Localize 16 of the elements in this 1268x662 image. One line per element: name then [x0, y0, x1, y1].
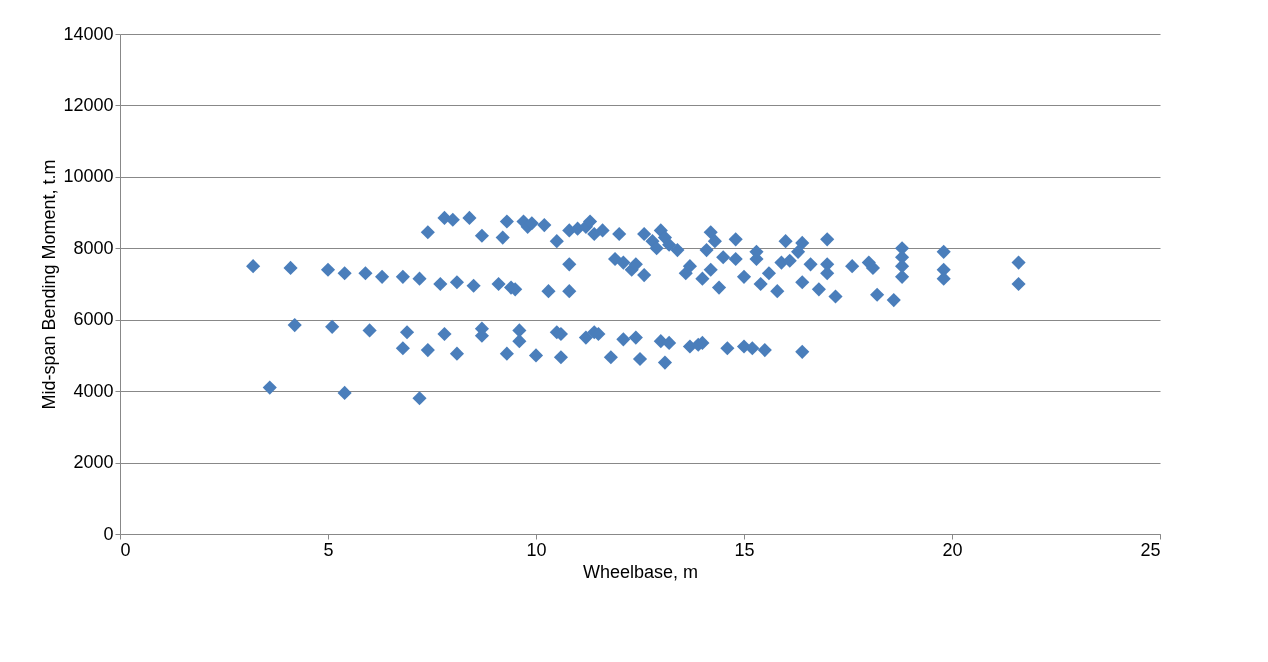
y-tick-label: 4000	[73, 380, 114, 401]
y-tick-label: 8000	[73, 237, 114, 258]
x-tick-label: 15	[734, 539, 755, 560]
x-tick-label: 20	[942, 539, 963, 560]
y-tick-label: 2000	[73, 452, 114, 473]
x-tick-label: 0	[120, 539, 131, 560]
x-tick-label: 10	[526, 539, 547, 560]
x-tick-label: 25	[1140, 539, 1161, 560]
y-tick-label: 0	[103, 523, 114, 544]
y-axis-title: Mid-span Bending Moment, t.m	[39, 159, 60, 410]
x-tick-label: 5	[323, 539, 334, 560]
y-tick-label: 10000	[63, 166, 114, 187]
y-tick-label: 12000	[63, 94, 114, 115]
y-tick-label: 6000	[73, 309, 114, 330]
x-axis-title: Wheelbase, m	[582, 561, 699, 582]
y-tick-label: 14000	[63, 23, 114, 44]
